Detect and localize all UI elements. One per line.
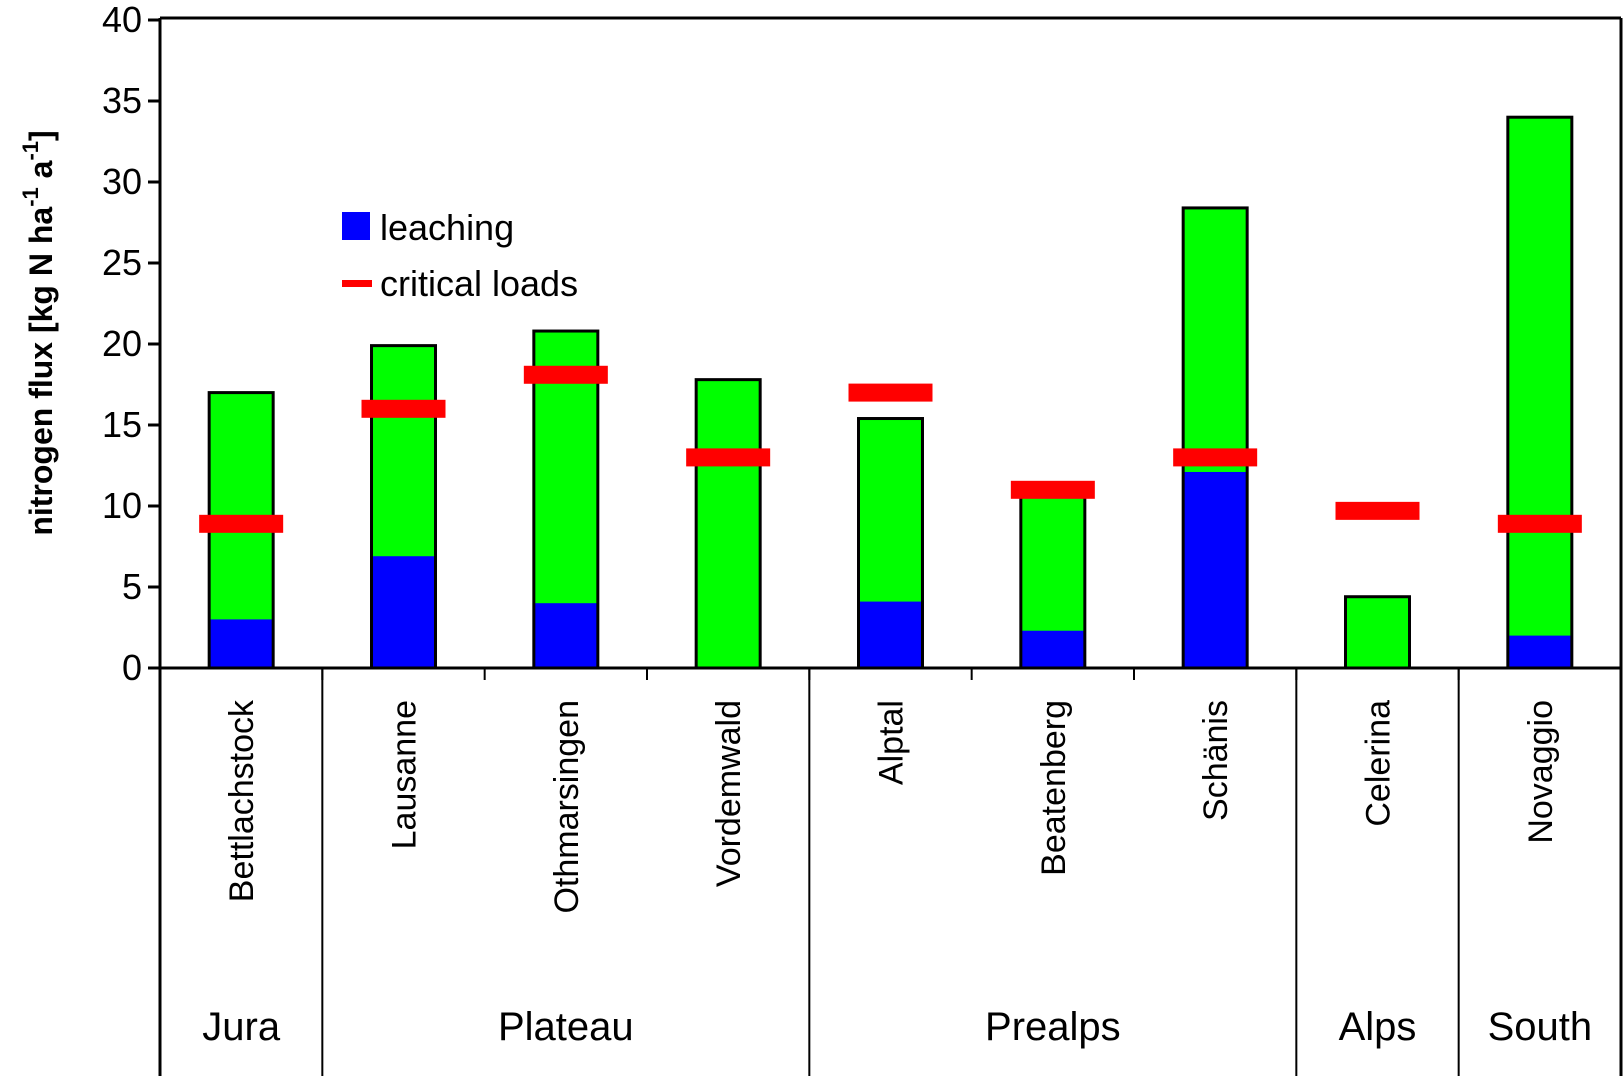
critical-load-marker-6 xyxy=(1173,448,1258,467)
critical-load-marker-8 xyxy=(1497,514,1582,533)
critical-load-marker-2 xyxy=(523,365,608,384)
critical-load-marker-0 xyxy=(199,514,284,533)
bar-leaching-4 xyxy=(858,601,923,668)
y-tick-label-1: 5 xyxy=(122,566,142,607)
bar-leaching-1 xyxy=(371,556,436,668)
bar-leaching-5 xyxy=(1020,630,1085,668)
y-tick-label-3: 15 xyxy=(102,404,142,445)
y-tick-label-6: 30 xyxy=(102,161,142,202)
critical-load-marker-3 xyxy=(686,448,771,467)
bars-layer xyxy=(199,115,1582,670)
axes-layer xyxy=(148,16,1623,1076)
category-label-4: Alptal xyxy=(873,700,911,785)
y-tick-label-2: 10 xyxy=(102,485,142,526)
region-label-2: Prealps xyxy=(985,1005,1121,1049)
critical-load-marker-4 xyxy=(848,383,933,402)
bar-leaching-6 xyxy=(1183,471,1248,668)
y-axis-label: nitrogen flux [kg N ha-1 a-1] xyxy=(18,130,59,535)
bar-total-3 xyxy=(696,379,761,668)
category-label-1: Lausanne xyxy=(386,700,424,849)
critical-load-marker-1 xyxy=(361,399,446,418)
category-label-7: Celerina xyxy=(1360,700,1398,827)
labels-layer: Bettlachstock Lausanne Othmarsingen Vordemw… xyxy=(102,0,1592,1049)
y-tick-label-4: 20 xyxy=(102,323,142,364)
critical-load-marker-7 xyxy=(1335,501,1420,520)
y-tick-label-8: 40 xyxy=(102,0,142,40)
bar-leaching-8 xyxy=(1507,635,1572,668)
region-label-3: Alps xyxy=(1339,1005,1417,1049)
legend-label-critical-loads: critical loads xyxy=(380,263,578,304)
y-tick-label-0: 0 xyxy=(122,647,142,688)
category-label-3: Vordemwald xyxy=(710,700,748,887)
y-tick-label-7: 35 xyxy=(102,80,142,121)
bar-leaching-2 xyxy=(533,603,598,668)
region-label-4: South xyxy=(1488,1005,1593,1049)
y-tick-label-5: 25 xyxy=(102,242,142,283)
region-label-1: Plateau xyxy=(498,1005,634,1049)
legend-swatch-leaching xyxy=(342,212,370,240)
legend: leaching critical loads xyxy=(342,207,578,304)
critical-load-marker-5 xyxy=(1010,480,1095,499)
category-label-0: Bettlachstock xyxy=(223,699,261,902)
category-label-2: Othmarsingen xyxy=(548,700,586,914)
bar-leaching-0 xyxy=(209,619,274,668)
region-label-0: Jura xyxy=(202,1005,281,1049)
legend-swatch-critical-loads xyxy=(342,280,372,287)
category-label-6: Schänis xyxy=(1197,700,1235,821)
bar-total-7 xyxy=(1345,596,1410,668)
category-label-8: Novaggio xyxy=(1522,700,1560,844)
bar-total-8 xyxy=(1507,117,1572,668)
category-label-5: Beatenberg xyxy=(1035,700,1073,876)
legend-label-leaching: leaching xyxy=(380,207,514,248)
